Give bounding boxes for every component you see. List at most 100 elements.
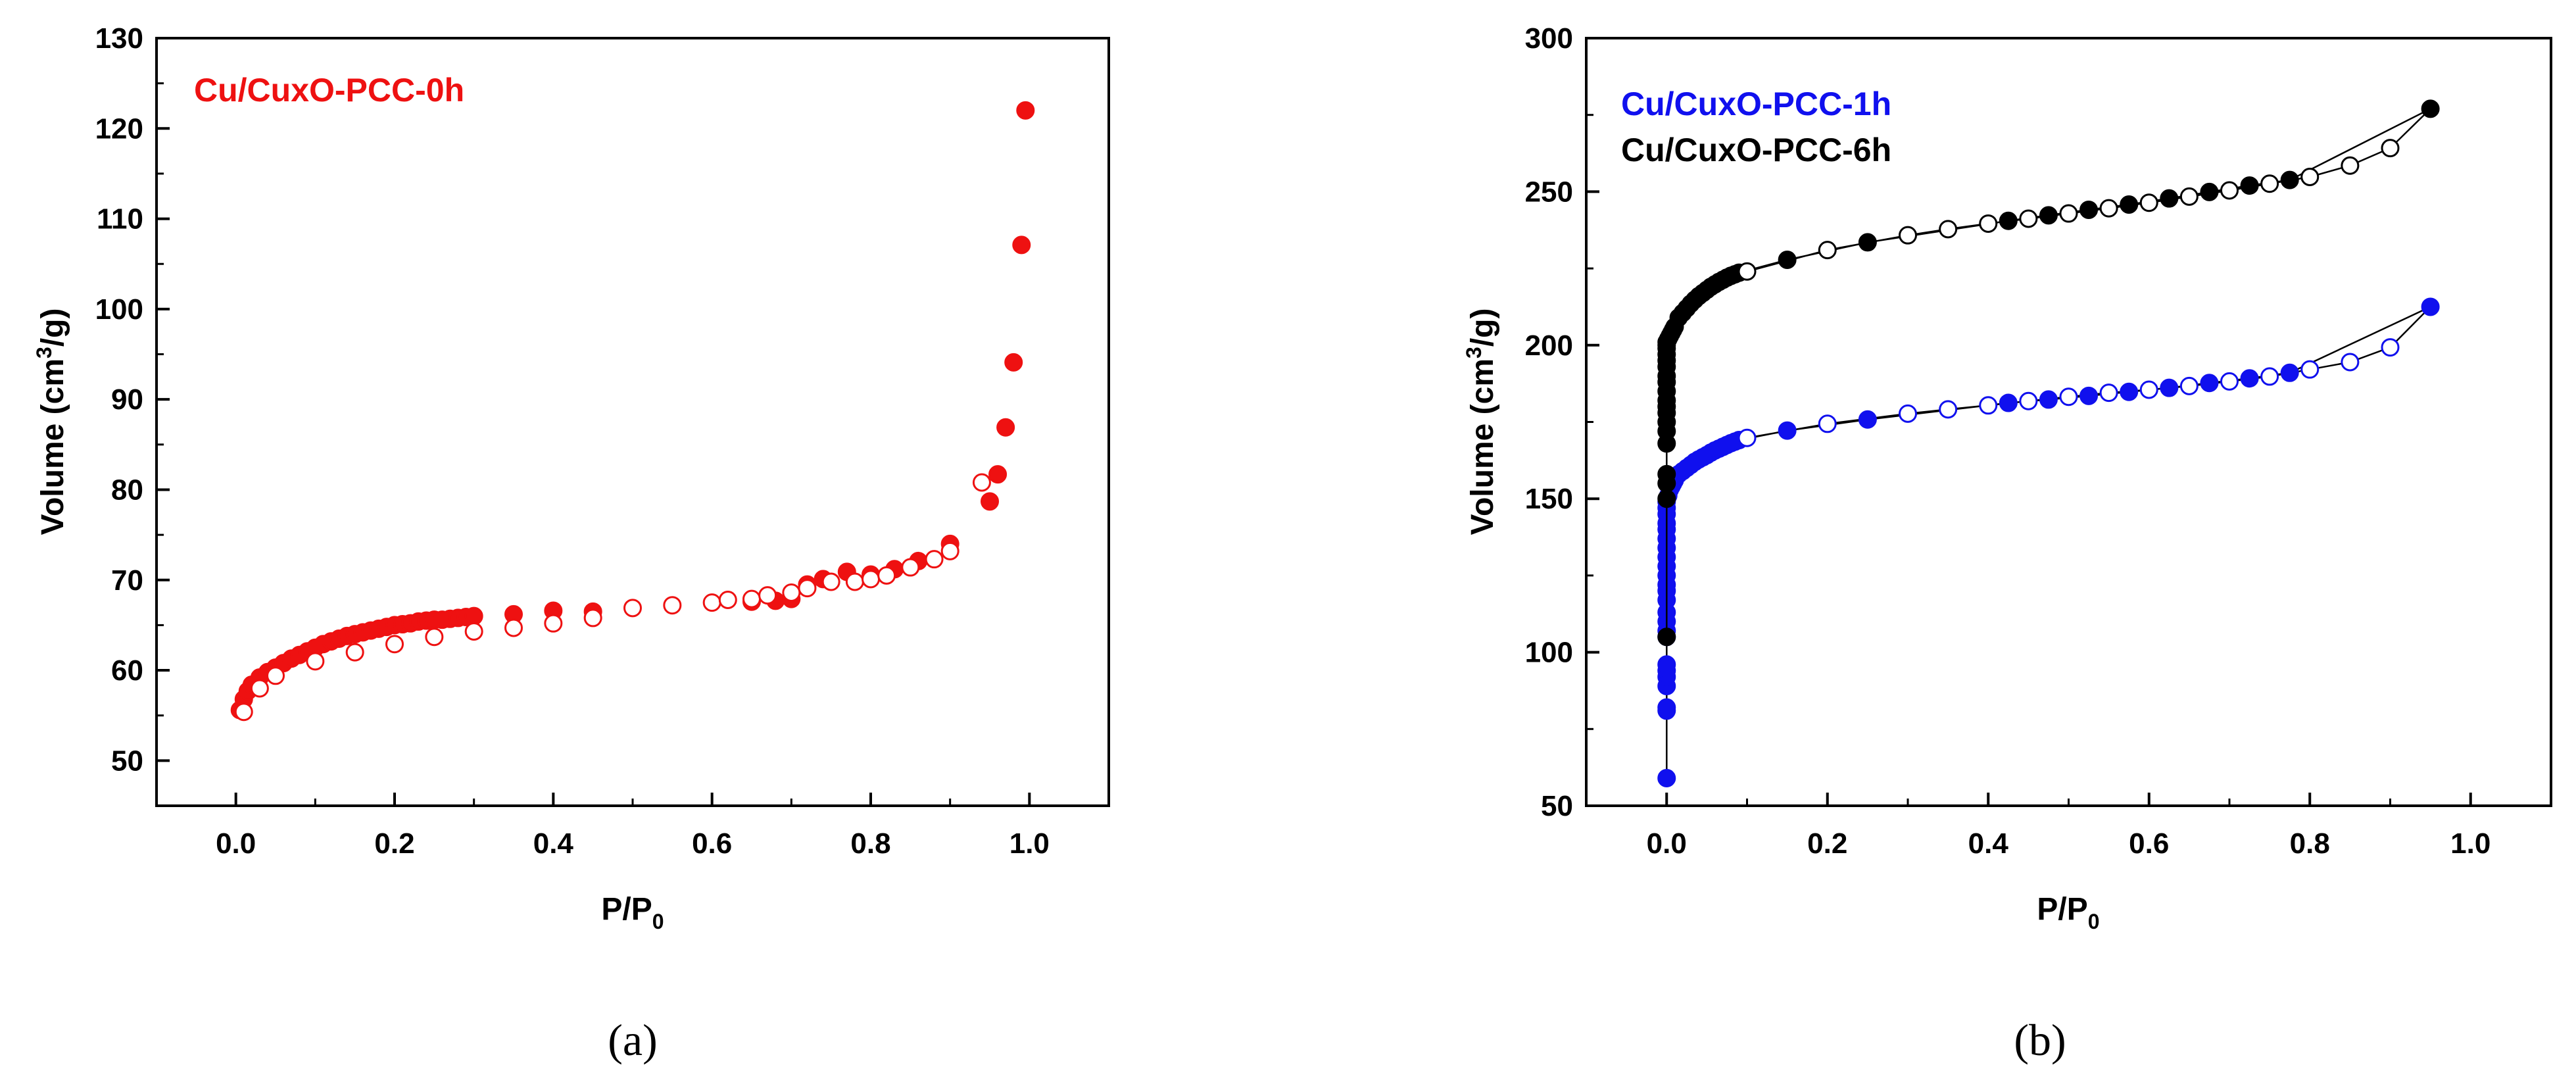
desorption-point (972, 473, 991, 492)
panel-caption-a: (a) (608, 1015, 657, 1065)
y-tick-label: 250 (1525, 176, 1573, 208)
desorption-point (306, 652, 325, 671)
adsorption-point (2120, 382, 2139, 401)
desorption-point (504, 618, 523, 637)
desorption-point (2300, 360, 2320, 379)
adsorption-point (988, 465, 1008, 484)
x-axis-ticks: 0.0 0.2 0.4 0.6 0.8 1.0 (1647, 793, 2491, 860)
adsorption-point (981, 492, 999, 511)
legend-label-1h: Cu/CuxO-PCC-1h (1621, 86, 1891, 122)
desorption-point (2341, 353, 2360, 372)
y-tick-label: 70 (111, 564, 143, 597)
x-tick-label: 1.0 (2450, 827, 2491, 860)
adsorption-point (2200, 182, 2219, 201)
y-axis-title: Volume (cm3/g) (32, 308, 70, 535)
adsorption-point (2280, 363, 2299, 382)
desorption-point (385, 635, 404, 654)
adsorption-point (1999, 211, 2018, 230)
x-tick-label: 0.4 (1968, 827, 2009, 860)
desorption-point (1738, 428, 1757, 447)
adsorption-point (1657, 464, 1676, 483)
desorption-point (1939, 400, 1958, 419)
desorption-point (2300, 167, 2320, 186)
adsorption-point (1012, 235, 1031, 255)
desorption-point (1738, 262, 1757, 281)
plot-frame (155, 37, 1110, 807)
desorption-point (425, 628, 444, 647)
desorption-point (2260, 367, 2279, 386)
y-tick-label: 300 (1525, 22, 1573, 55)
x-tick-label: 0.4 (533, 827, 574, 860)
desorption-point (702, 593, 721, 612)
desorption-point (925, 550, 944, 569)
y-tick-label: 60 (111, 654, 143, 687)
desorption-point (2381, 139, 2400, 158)
series-layer (230, 101, 1035, 722)
adsorption-point (2240, 369, 2259, 388)
adsorption-point (1657, 489, 1676, 508)
desorption-point (1979, 214, 1998, 233)
x-tick-label: 0.2 (374, 827, 414, 860)
y-tick-label: 100 (95, 293, 143, 326)
adsorption-point (1858, 233, 1877, 252)
panel-caption-b: (b) (2014, 1015, 2066, 1065)
adsorption-point (2240, 176, 2259, 195)
adsorption-point (1778, 251, 1797, 270)
adsorption-point (1858, 410, 1877, 429)
y-axis-ticks: 50 100 150 200 250 300 (1525, 22, 1599, 822)
series-line (1666, 306, 2431, 778)
adsorption-point (2421, 297, 2440, 316)
desorption-point (266, 666, 285, 685)
adsorption-point (464, 606, 483, 626)
adsorption-point (1778, 421, 1797, 440)
y-tick-label: 50 (111, 745, 143, 777)
adsorption-point (2120, 195, 2139, 214)
adsorption-point (1999, 393, 2018, 412)
adsorption-point (1657, 628, 1676, 647)
legend-label-0h: Cu/CuxO-PCC-0h (194, 72, 464, 109)
desorption-point (1979, 396, 1998, 415)
x-tick-label: 0.0 (216, 827, 256, 860)
y-tick-label: 110 (97, 203, 143, 235)
legend-label-6h: Cu/CuxO-PCC-6h (1621, 132, 1891, 168)
desorption-point (2059, 387, 2078, 406)
desorption-point (742, 589, 761, 608)
desorption-point (250, 679, 269, 698)
desorption-point (2220, 181, 2239, 200)
adsorption-point (2079, 386, 2099, 405)
x-tick-label: 0.0 (1647, 827, 1687, 860)
desorption-point (901, 558, 920, 577)
desorption-point (2220, 372, 2239, 391)
adsorption-point (2421, 99, 2440, 118)
adsorption-point (2200, 374, 2219, 393)
desorption-point (2019, 391, 2038, 410)
desorption-point (2381, 338, 2400, 357)
desorption-point (2099, 199, 2118, 218)
desorption-point (2179, 376, 2199, 395)
y-tick-label: 80 (111, 474, 143, 506)
x-tick-label: 0.2 (1807, 827, 1847, 860)
desorption-point (1939, 220, 1958, 239)
panel-b: 50 100 150 200 250 300 0.0 0.2 0.4 0.6 0.8 1.0 Cu/… (1462, 22, 2552, 1065)
desorption-point (2260, 174, 2279, 193)
adsorption-point (996, 418, 1015, 437)
desorption-point (663, 596, 682, 615)
series-layer (1657, 99, 2440, 787)
y-tick-label: 150 (1525, 483, 1573, 515)
y-tick-label: 100 (1525, 637, 1573, 669)
y-tick-label: 120 (95, 112, 143, 145)
desorption-point (2179, 187, 2199, 206)
desorption-point (2341, 156, 2360, 175)
y-axis-ticks: 50 60 70 80 90 100 110 120 130 (95, 22, 170, 777)
desorption-point (821, 572, 840, 591)
desorption-point (464, 622, 483, 641)
desorption-point (345, 643, 364, 662)
adsorption-point (2079, 200, 2099, 219)
desorption-point (1818, 414, 1837, 433)
desorption-point (758, 586, 777, 605)
adsorption-point (2039, 390, 2058, 409)
x-tick-label: 0.6 (692, 827, 732, 860)
y-tick-label: 200 (1525, 330, 1573, 362)
y-tick-label: 130 (95, 22, 143, 55)
x-axis-title: P/P0 (601, 892, 664, 933)
